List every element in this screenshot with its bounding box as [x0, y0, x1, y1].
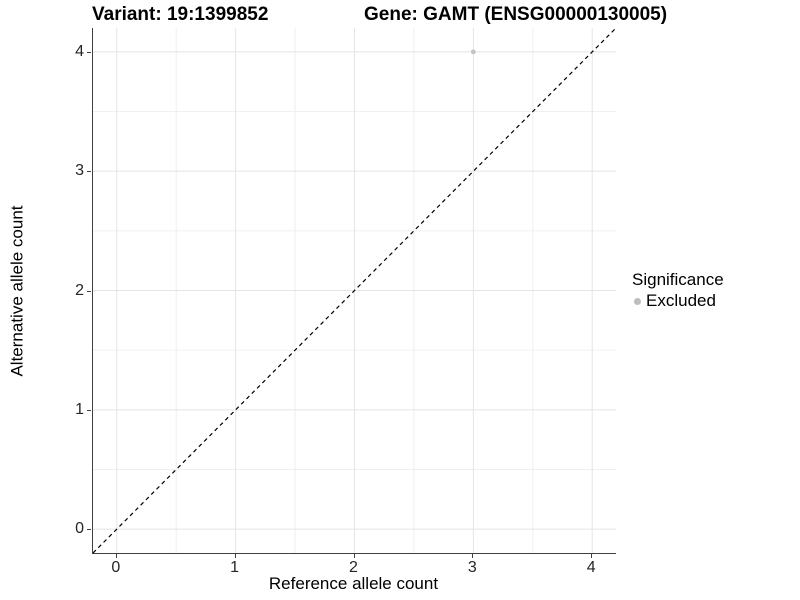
excluded-swatch-icon [634, 297, 641, 305]
y-tick-mark [87, 171, 91, 173]
x-tick-label: 3 [467, 559, 477, 576]
x-tick-label: 2 [349, 559, 358, 576]
y-axis-title: Alternative allele count [7, 205, 27, 377]
plot-panel [92, 28, 616, 554]
x-tick-label: 0 [111, 559, 121, 576]
legend: Significance Excluded [632, 270, 724, 311]
y-tick-label: 3 [75, 162, 84, 180]
legend-title: Significance [632, 270, 724, 289]
legend-item-label: Excluded [646, 291, 716, 310]
y-tick-mark [87, 529, 91, 531]
y-tick-mark [87, 409, 91, 411]
data-point [470, 49, 476, 55]
x-tick-mark [234, 554, 236, 558]
y-tick-label: 4 [75, 42, 84, 60]
x-tick-mark [472, 554, 474, 558]
variant-title: Variant: 19:1399852 [92, 4, 269, 25]
legend-item-excluded: Excluded [634, 291, 724, 311]
x-tick-mark [591, 554, 593, 558]
gene-title: Gene: GAMT (ENSG00000130005) [364, 4, 668, 25]
identity-line [93, 28, 616, 553]
plot-canvas [93, 28, 616, 553]
y-tick-label: 0 [75, 520, 84, 538]
x-tick-label: 1 [230, 559, 240, 576]
x-tick-mark [353, 554, 355, 558]
x-tick-label: 4 [586, 559, 596, 576]
y-tick-label: 2 [75, 281, 84, 299]
x-axis-title: Reference allele count [268, 574, 439, 593]
x-tick-mark [115, 554, 117, 558]
y-tick-mark [87, 51, 91, 53]
y-tick-label: 1 [75, 400, 84, 418]
y-tick-mark [87, 290, 91, 292]
